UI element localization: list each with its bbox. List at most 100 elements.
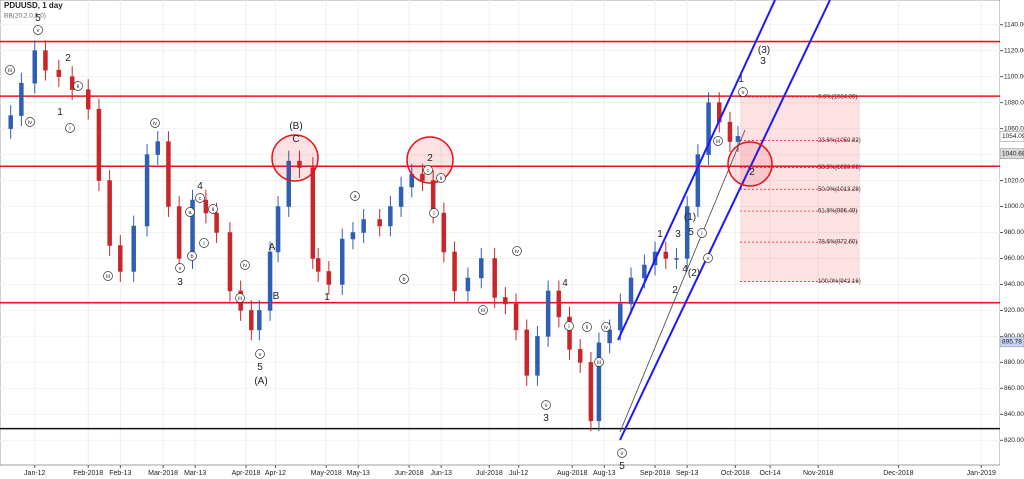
- x-tick-label: Sep-13: [676, 470, 699, 477]
- channel-line: [619, 0, 831, 441]
- price-tag-label: 1054.09: [1002, 133, 1024, 140]
- wave-label: ii: [77, 84, 79, 90]
- wave-circle: [199, 238, 209, 248]
- x-tick-label: Feb-2018: [73, 470, 103, 477]
- candle-body: [503, 297, 508, 305]
- wave-label: v: [742, 90, 745, 96]
- wave-circle: [399, 274, 409, 284]
- wave-label: iii: [238, 296, 242, 302]
- x-tick-label: May-2018: [311, 470, 342, 477]
- candle-body: [618, 303, 623, 331]
- candle-body: [144, 154, 150, 227]
- wave-circle: [713, 136, 723, 146]
- candle-body: [8, 115, 13, 129]
- wave-circle: [697, 228, 707, 238]
- y-tick-label: 820.00: [1004, 437, 1024, 444]
- wave-label: (1): [684, 212, 696, 223]
- x-tick-label: Jul-12: [509, 470, 528, 477]
- price-tag-label: 895.78: [1002, 339, 1022, 346]
- wave-circle: [478, 305, 488, 315]
- candle-body: [297, 160, 302, 168]
- wave-circle: [185, 207, 195, 217]
- candle-body: [452, 251, 457, 292]
- wave-label: 1: [738, 74, 744, 85]
- fibonacci: 0.0%(1084.39) 23.6%(1050.82) 38.2%(1030.06…: [740, 94, 861, 285]
- wave-circle: [103, 271, 113, 281]
- fib-label: 100.0%(942.16): [818, 279, 861, 285]
- candles: [8, 40, 741, 432]
- highlight-circle: [727, 141, 773, 187]
- wave-label: 5: [257, 362, 263, 373]
- x-tick-label: Oct-14: [760, 470, 781, 477]
- highlight-circle: [271, 134, 319, 182]
- wave-label: B: [273, 291, 280, 302]
- wave-label: iv: [243, 263, 247, 269]
- candle-body: [420, 173, 425, 181]
- candle-body: [388, 206, 393, 227]
- fib-label: 50.0%(1013.28): [818, 187, 861, 193]
- wave-label: iii: [481, 308, 485, 314]
- wave-label: ii: [586, 325, 588, 331]
- highlight-circle: [406, 136, 454, 184]
- candle-body: [350, 232, 356, 240]
- wave-label: C: [292, 134, 299, 145]
- candle-body: [339, 238, 345, 285]
- wave-label: iii: [8, 68, 12, 74]
- wave-label: ii: [440, 176, 442, 182]
- wave-label: c: [199, 196, 202, 202]
- candle-body: [166, 141, 171, 207]
- wave-label: (3): [758, 45, 770, 56]
- chart-title: PDUUSD, 1 day: [4, 1, 63, 10]
- candle-body: [684, 206, 690, 259]
- wave-circle: [208, 204, 218, 214]
- fib-label: 23.6%(1050.82): [818, 138, 861, 144]
- x-tick-label: Jun-13: [430, 470, 452, 477]
- wave-label: v: [545, 403, 548, 409]
- candle-body: [628, 277, 634, 305]
- candle-body: [32, 50, 38, 84]
- price-tag-label: 1040.68: [1002, 150, 1024, 157]
- candle-body: [479, 258, 484, 279]
- wave-label: iv: [28, 120, 32, 126]
- candle-body: [577, 349, 583, 363]
- wave-label: 2: [749, 167, 755, 178]
- wave-circle: [187, 251, 197, 261]
- x-tick-label: Mar-2018: [148, 470, 178, 477]
- candle-body: [607, 329, 612, 344]
- wave-label: (2): [688, 268, 700, 279]
- candle-body: [275, 206, 281, 253]
- candle-body: [492, 258, 497, 298]
- candle-body: [326, 271, 332, 285]
- candle-body: [524, 329, 529, 376]
- price-tag: [999, 336, 1024, 348]
- x-tick-label: Dec-2018: [883, 470, 913, 477]
- channel: [617, 0, 831, 441]
- wave-label: iii: [716, 139, 720, 145]
- candle-body: [465, 277, 471, 292]
- candle-body: [155, 141, 161, 155]
- candle-body: [706, 102, 711, 155]
- x-tick-label: Jan-2019: [967, 470, 996, 477]
- wave-label: 4: [682, 264, 688, 275]
- trend-line: [619, 129, 746, 433]
- candle-body: [513, 303, 519, 331]
- x-tick-label: Jul-2018: [476, 470, 503, 477]
- wave-label: 5: [688, 227, 694, 238]
- y-tick-label: 1020.00: [1004, 177, 1024, 184]
- candle-body: [695, 154, 701, 207]
- x-tick-label: May-13: [347, 470, 370, 477]
- x-tick-label: Mar-13: [184, 470, 206, 477]
- wave-label: i: [203, 241, 204, 247]
- candle-body: [642, 264, 647, 279]
- candle-body: [214, 212, 219, 233]
- wave-label: (B): [289, 121, 302, 132]
- candle-body: [56, 69, 62, 77]
- y-tick-label: 1140.00: [1004, 21, 1024, 28]
- y-tick-label: 1060.00: [1004, 125, 1024, 132]
- candle-body: [361, 219, 366, 233]
- wave-label: iv: [604, 325, 608, 331]
- candle-body: [674, 258, 679, 260]
- wave-circle: [512, 246, 522, 256]
- wave-label: A: [269, 242, 276, 253]
